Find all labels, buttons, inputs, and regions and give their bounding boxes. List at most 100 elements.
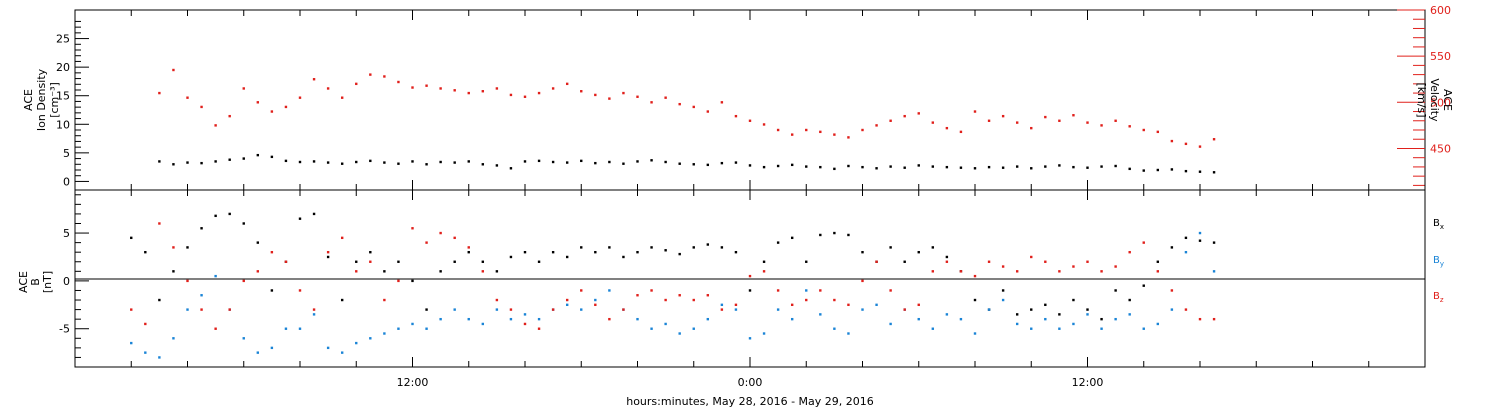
density-point-16	[383, 161, 386, 164]
density-point-21	[453, 161, 456, 164]
bx-point-5	[200, 227, 203, 230]
velocity-point-37	[678, 102, 681, 106]
by-point-0	[130, 341, 133, 345]
density-point-45	[790, 163, 794, 167]
by-point-12	[298, 327, 302, 330]
density-point-26	[523, 160, 527, 163]
velocity-point-49	[847, 136, 850, 139]
bz-point-34	[608, 317, 611, 321]
bz-point-0	[130, 308, 133, 311]
bz-point-17	[369, 260, 372, 263]
top-ytick-label-1: 5	[63, 147, 70, 160]
by-point-37	[650, 327, 653, 330]
bx-point-42	[720, 246, 724, 249]
bx-point-34	[608, 246, 611, 249]
by-point-23	[453, 308, 456, 311]
density-point-70	[1142, 169, 1145, 172]
bz-point-60	[973, 274, 977, 278]
velocity-point-0	[158, 91, 161, 95]
density-point-5	[228, 158, 231, 161]
bx-point-77	[1212, 241, 1216, 244]
bx-point-28	[523, 250, 527, 254]
bx-point-41	[706, 243, 710, 246]
bz-point-68	[1086, 260, 1089, 263]
density-point-6	[242, 157, 245, 160]
bx-point-25	[481, 260, 485, 263]
bottom-left-axis: -5 0 5	[59, 194, 89, 358]
bx-point-70	[1114, 289, 1117, 292]
velocity-point-1	[172, 68, 175, 72]
bz-point-21	[425, 241, 428, 244]
velocity-point-29	[565, 82, 569, 86]
velocity-point-67	[1100, 124, 1103, 127]
bx-point-24	[467, 250, 470, 254]
density-point-52	[889, 165, 892, 168]
bx-point-65	[1044, 303, 1047, 307]
bx-point-4	[186, 246, 189, 249]
bz-point-23	[453, 236, 456, 240]
bx-point-37	[650, 246, 653, 249]
by-point-65	[1044, 317, 1047, 321]
velocity-point-55	[931, 121, 935, 124]
top-y2tick-label-1: 500	[1430, 96, 1451, 109]
bx-point-7	[228, 212, 231, 216]
by-point-74	[1170, 308, 1174, 311]
velocity-point-3	[200, 105, 203, 109]
by-point-58	[945, 313, 949, 316]
bz-point-19	[397, 279, 400, 283]
velocity-point-65	[1072, 114, 1075, 117]
density-point-61	[1015, 165, 1019, 168]
by-point-51	[847, 332, 850, 335]
bx-point-74	[1170, 246, 1174, 249]
bx-point-13	[312, 212, 316, 216]
velocity-point-6	[242, 87, 245, 90]
by-point-19	[397, 327, 400, 330]
bx-point-22	[439, 270, 442, 273]
bx-point-33	[594, 250, 597, 254]
density-point-9	[284, 159, 288, 163]
bx-point-67	[1072, 298, 1075, 302]
bz-point-20	[411, 227, 414, 230]
density-point-13	[340, 162, 344, 165]
velocity-point-20	[439, 87, 442, 90]
bx-point-8	[242, 222, 245, 225]
bx-point-47	[790, 236, 794, 240]
density-point-57	[959, 166, 963, 169]
density-point-58	[973, 167, 977, 170]
by-point-67	[1072, 322, 1075, 326]
bz-point-1	[144, 322, 147, 326]
bz-point-47	[790, 303, 794, 307]
bz-point-4	[186, 279, 189, 283]
density-point-3	[200, 161, 203, 165]
velocity-point-26	[523, 95, 527, 98]
density-point-18	[411, 160, 414, 163]
by-point-48	[805, 289, 808, 292]
bx-point-10	[270, 289, 274, 292]
density-point-38	[692, 163, 695, 166]
bz-point-44	[748, 274, 752, 278]
bz-point-56	[917, 303, 920, 307]
density-point-66	[1086, 166, 1089, 169]
density-point-20	[439, 160, 442, 164]
bx-point-30	[551, 250, 555, 254]
top-ylabel-line-1: ACE	[22, 89, 35, 111]
bz-point-39	[678, 294, 681, 297]
velocity-point-35	[650, 101, 653, 104]
bz-point-76	[1198, 317, 1202, 321]
velocity-point-5	[228, 114, 231, 118]
density-point-25	[509, 167, 513, 170]
density-point-35	[650, 159, 653, 162]
by-point-63	[1015, 322, 1019, 326]
by-point-71	[1128, 313, 1131, 316]
top-right-axis: 450 500 550 600	[1397, 4, 1451, 186]
bz-point-25	[481, 270, 485, 273]
bottom-ylabel-line-1: ACE	[17, 271, 30, 293]
density-point-44	[776, 164, 780, 168]
density-point-55	[931, 165, 935, 168]
bz-point-71	[1128, 250, 1131, 254]
bz-point-6	[214, 327, 217, 330]
x-axis-label: hours:minutes, May 28, 2016 - May 29, 20…	[626, 395, 874, 408]
bottom-ylabel-line-3: [nT]	[41, 271, 54, 293]
velocity-point-75	[1212, 138, 1216, 141]
bz-point-7	[228, 308, 231, 311]
